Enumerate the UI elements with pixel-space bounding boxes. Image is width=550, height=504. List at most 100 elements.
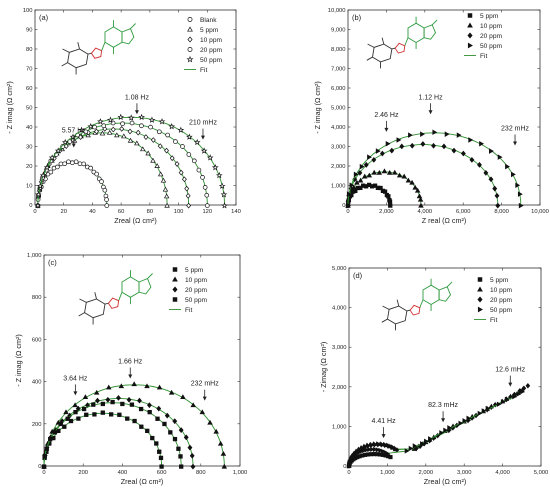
x-axis-label: Zreal (Ω cm²): [121, 477, 164, 486]
molecule-triazole: [107, 297, 120, 309]
data-point: [118, 383, 125, 389]
molecule-triazole: [409, 304, 421, 316]
data-point: [412, 184, 418, 190]
data-point: [164, 412, 170, 419]
data-point: [154, 441, 159, 446]
data-point: [95, 397, 100, 404]
data-point: [420, 441, 425, 447]
data-point: [137, 397, 142, 404]
data-series: [41, 399, 184, 469]
legend-marker: [477, 296, 483, 303]
data-point: [364, 447, 370, 453]
y-tick-label: 4,000: [332, 306, 347, 312]
data-point: [131, 381, 137, 387]
data-point: [187, 444, 193, 451]
legend-entry: 5 ppm: [480, 13, 499, 20]
data-point: [432, 129, 438, 136]
y-axis-label: - Z imag (Ω cm²): [313, 81, 322, 134]
legend-entry: 10 ppm: [200, 37, 223, 44]
legend-marker: [172, 286, 178, 293]
y-tick-label: 1,000: [27, 253, 42, 259]
data-point: [139, 146, 146, 152]
data-point: [180, 394, 186, 400]
data-point: [52, 430, 58, 435]
x-tick-label: 140: [231, 209, 241, 215]
y-tick-label: 100: [23, 8, 33, 14]
x-tick-label: 2,000: [379, 209, 394, 215]
data-point: [81, 161, 87, 167]
x-tick-label: 600: [157, 470, 167, 476]
data-point: [220, 450, 227, 456]
molecule-bond: [77, 42, 80, 50]
y-tick-label: 2,000: [332, 385, 347, 391]
data-point: [218, 182, 226, 189]
data-point: [424, 438, 429, 444]
legend-entry: Blank: [200, 17, 217, 24]
annotation-arrowhead: [428, 110, 433, 115]
annotation-label: 232 mHz: [191, 381, 220, 388]
data-point: [525, 383, 531, 389]
data-point: [346, 191, 352, 197]
data-point: [127, 137, 134, 143]
data-point: [93, 389, 100, 395]
y-tick-label: 0: [343, 464, 346, 470]
x-tick-label: 200: [78, 470, 88, 476]
data-point: [196, 167, 202, 173]
data-point: [413, 445, 419, 452]
y-tick-label: 400: [32, 380, 42, 386]
annotation-label: 82.3 mHz: [428, 402, 458, 409]
molecule-bond: [391, 47, 396, 50]
data-point: [371, 157, 377, 163]
data-point: [157, 171, 164, 177]
annotation-label: 12.6 mHz: [495, 367, 525, 374]
data-point: [135, 129, 141, 136]
data-point: [138, 113, 145, 121]
data-point: [117, 113, 125, 121]
frequency-annotation: 1.66 Hz: [118, 358, 143, 379]
fit-line: [347, 132, 522, 206]
data-point: [94, 171, 100, 177]
data-point: [185, 193, 191, 199]
molecule-ring-green: [121, 28, 135, 45]
data-point: [168, 123, 176, 130]
data-point: [363, 161, 369, 168]
data-point: [186, 202, 192, 209]
x-tick-label: 4,000: [418, 209, 433, 215]
data-point: [172, 418, 178, 425]
data-point: [55, 164, 60, 170]
data-point: [168, 389, 175, 395]
data-point: [150, 137, 156, 143]
data-series: [35, 125, 192, 209]
legend-entry: 20 ppm: [490, 297, 513, 304]
frequency-annotation: 1.12 Hz: [418, 94, 443, 115]
data-point: [100, 410, 105, 415]
legend-entry: 50 ppm: [185, 297, 208, 304]
data-point: [441, 143, 447, 150]
molecule-sugar-ring: [84, 298, 106, 319]
legend-marker: [187, 26, 193, 32]
data-point: [409, 179, 415, 185]
data-point: [382, 189, 388, 194]
data-point: [125, 416, 130, 421]
data-point: [172, 436, 178, 442]
data-point: [48, 169, 54, 175]
frequency-annotation: 3.64 Hz: [63, 375, 88, 396]
data-point: [204, 203, 210, 208]
data-point: [217, 440, 224, 446]
data-point: [34, 202, 42, 209]
data-point: [164, 202, 170, 208]
legend-marker: [172, 267, 178, 272]
x-tick-label: 0: [346, 209, 349, 215]
chart-panel-3: 0 200 400 600 800 1,000 0 200 400 600 800 1,000 Zrea…: [14, 253, 247, 486]
data-point: [169, 155, 175, 162]
data-point: [378, 447, 383, 454]
molecule-bond: [367, 43, 375, 48]
x-tick-label: 10,000: [531, 209, 549, 215]
x-tick-label: 800: [196, 470, 206, 476]
data-point: [102, 187, 108, 193]
data-point: [372, 446, 378, 453]
legend: Blank 5 ppm 10 ppm 20 ppm 50 ppm Fit: [184, 17, 223, 74]
data-point: [386, 194, 391, 199]
data-point: [511, 171, 516, 178]
